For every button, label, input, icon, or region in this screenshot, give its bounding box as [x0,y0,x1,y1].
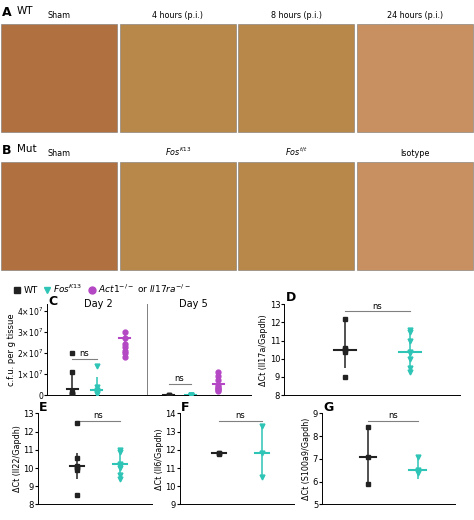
Text: E: E [38,401,47,414]
Text: B: B [2,144,12,157]
FancyBboxPatch shape [357,24,473,133]
Text: F: F [181,401,189,414]
Y-axis label: ΔCt (Il6/Gapdh): ΔCt (Il6/Gapdh) [155,428,164,490]
FancyBboxPatch shape [238,162,354,270]
Text: G: G [323,401,333,414]
Text: Day 5: Day 5 [179,298,208,309]
Y-axis label: ΔCt (Il17a/Gapdh): ΔCt (Il17a/Gapdh) [259,314,268,385]
Text: 24 hours (p.i.): 24 hours (p.i.) [387,11,443,20]
Text: C: C [48,295,57,308]
Text: WT: WT [17,6,33,16]
Text: ns: ns [80,349,90,358]
FancyBboxPatch shape [1,162,117,270]
Text: 8 hours (p.i.): 8 hours (p.i.) [271,11,322,20]
FancyBboxPatch shape [357,162,473,270]
Text: Isotype: Isotype [400,149,429,158]
Text: Mut: Mut [17,144,36,154]
Text: ns: ns [236,411,246,420]
Text: $Fos^{t/t}$: $Fos^{t/t}$ [285,145,308,158]
Text: ns: ns [175,374,184,383]
FancyBboxPatch shape [238,24,354,133]
FancyBboxPatch shape [120,24,236,133]
Text: Day 2: Day 2 [84,298,113,309]
Y-axis label: ΔCt (Il22/Gapdh): ΔCt (Il22/Gapdh) [13,425,22,492]
Text: $Fos^{K13}$: $Fos^{K13}$ [164,145,191,158]
Text: ns: ns [388,411,398,420]
Y-axis label: ΔCt (S100a9/Gapdh): ΔCt (S100a9/Gapdh) [302,418,311,500]
Text: ns: ns [93,411,103,420]
Text: A: A [2,6,12,19]
Text: ns: ns [373,302,383,310]
Text: D: D [285,292,296,305]
Y-axis label: c.f.u. per g tissue: c.f.u. per g tissue [7,314,16,386]
Text: Sham: Sham [48,149,71,158]
FancyBboxPatch shape [120,162,236,270]
FancyBboxPatch shape [1,24,117,133]
Text: 4 hours (p.i.): 4 hours (p.i.) [152,11,203,20]
Legend: WT, $Fos^{K13}$, $Act1^{-/-}$ or $Il17ra^{-/-}$: WT, $Fos^{K13}$, $Act1^{-/-}$ or $Il17ra… [10,279,194,299]
Text: Sham: Sham [48,11,71,20]
